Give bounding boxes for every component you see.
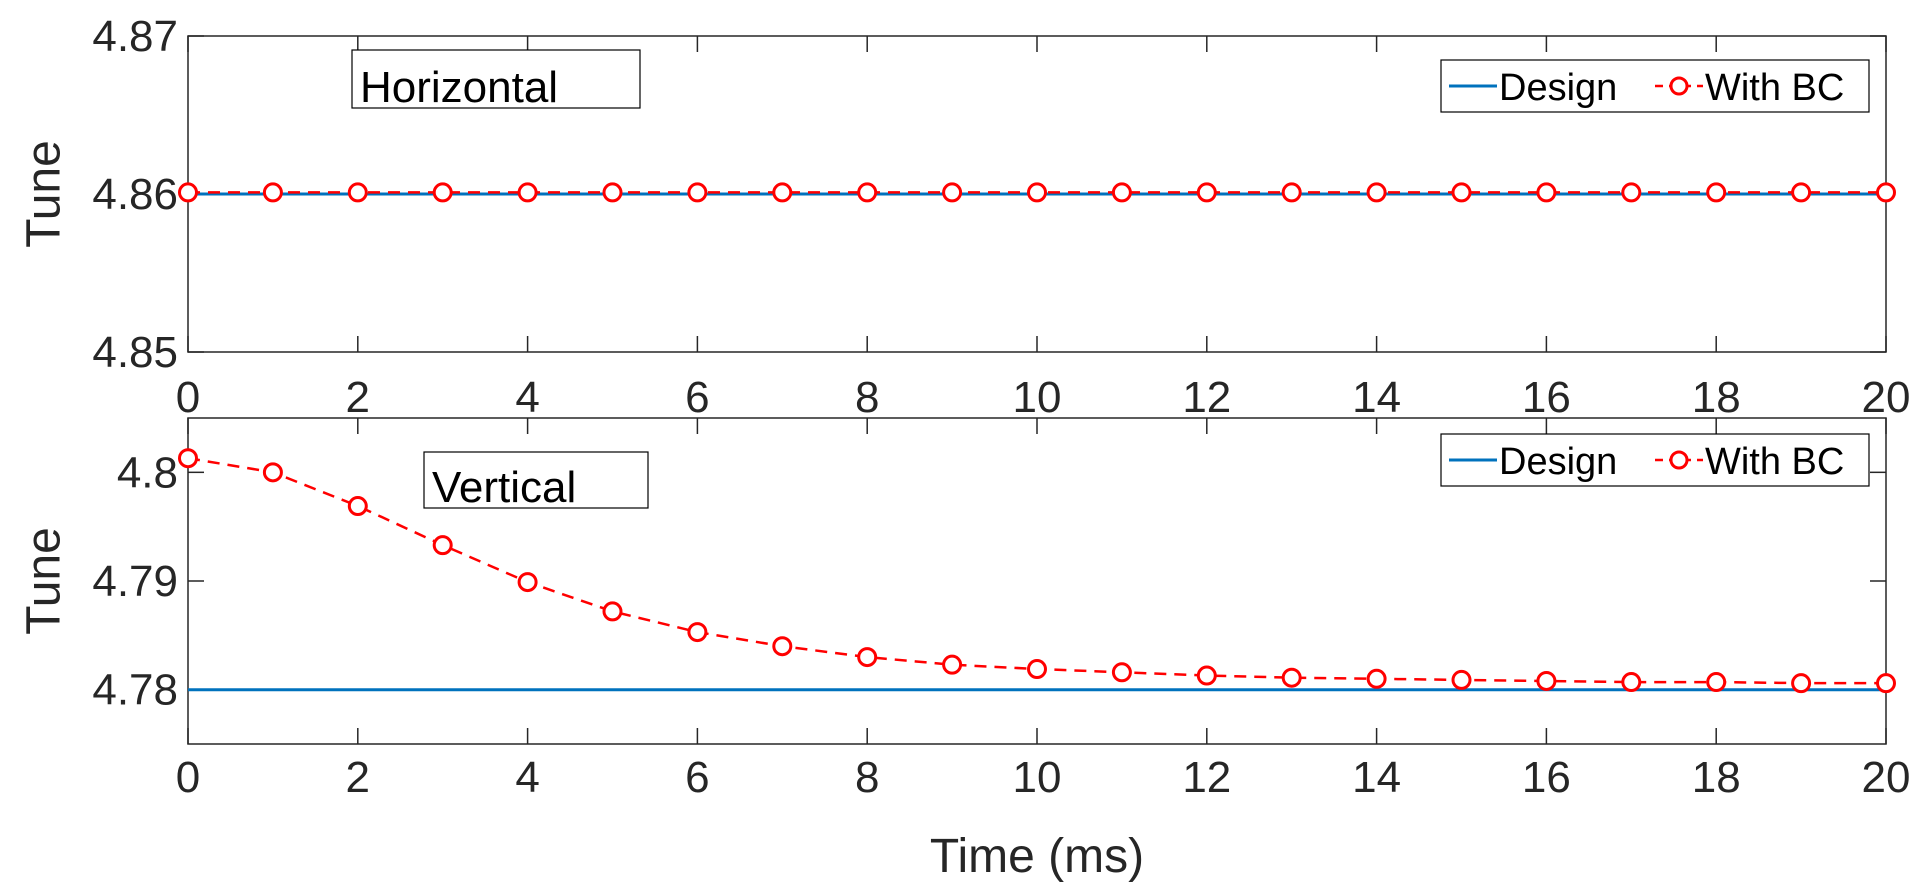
y-axis-label: Tune [18, 140, 71, 248]
data-point-with-bc [178, 182, 198, 203]
horizontal-tune-panel: 0 2 4 6 8 10 12 14 16 18 20 4.85 4.86 4.87 Tune Horizon… [18, 12, 1911, 422]
x-tick-label: 2 [346, 753, 370, 802]
data-point-with-bc [602, 601, 623, 622]
x-tick-label: 10 [1013, 753, 1062, 802]
data-point-with-bc [942, 654, 963, 675]
x-tick-label: 12 [1182, 373, 1231, 422]
y-tick-label: 4.86 [92, 170, 178, 219]
data-point-with-bc [517, 572, 538, 593]
data-point-with-bc [262, 182, 283, 203]
annotation-box [423, 451, 649, 509]
x-axis-label: Time (ms) [930, 830, 1144, 882]
data-point-with-bc [1536, 182, 1557, 203]
y-tick-label: 4.79 [92, 557, 178, 606]
data-point-with-bc [347, 182, 368, 203]
data-point-with-bc [517, 182, 538, 203]
legend-label-design: Design [1499, 441, 1617, 483]
data-point-with-bc [1027, 659, 1047, 680]
data-point-with-bc [1791, 182, 1812, 203]
annotation-text: Horizontal [360, 63, 558, 112]
annotation-box [351, 49, 641, 109]
data-point-with-bc [942, 182, 963, 203]
x-tick-label: 20 [1862, 753, 1911, 802]
data-point-with-bc [687, 182, 708, 203]
data-point-with-bc [857, 647, 878, 668]
data-point-with-bc [1196, 182, 1217, 203]
x-tick-label: 4 [515, 753, 539, 802]
data-point-with-bc [1451, 669, 1472, 690]
data-point-with-bc [1281, 182, 1302, 203]
data-point-with-bc [1876, 673, 1896, 694]
x-tick-label: 18 [1692, 373, 1741, 422]
data-point-with-bc [687, 622, 708, 643]
data-point-with-bc [432, 535, 453, 556]
y-axis-label: Tune [18, 527, 71, 635]
y-tick-label: 4.78 [92, 666, 178, 715]
data-point-with-bc [1876, 182, 1896, 203]
x-tick-label: 6 [685, 373, 709, 422]
data-point-with-bc [1706, 182, 1727, 203]
data-point-with-bc [262, 462, 283, 483]
data-point-with-bc [1027, 182, 1047, 203]
y-tick-label: 4.8 [117, 448, 178, 497]
legend-label-design: Design [1499, 67, 1617, 109]
data-point-with-bc [1366, 668, 1387, 689]
x-tick-label: 16 [1522, 753, 1571, 802]
data-point-with-bc [1451, 182, 1472, 203]
data-point-with-bc [772, 182, 793, 203]
data-point-with-bc [432, 182, 453, 203]
data-point-with-bc [1281, 667, 1302, 688]
data-point-with-bc [1196, 665, 1217, 686]
legend-label-with-bc: With BC [1705, 441, 1844, 483]
x-tick-label: 12 [1182, 753, 1231, 802]
legend-marker-with-bc [1669, 76, 1689, 96]
data-point-with-bc [1536, 670, 1557, 691]
y-tick-label: 4.87 [92, 12, 178, 61]
legend-label-with-bc: With BC [1705, 67, 1844, 109]
data-point-with-bc [1111, 662, 1132, 683]
x-tick-label: 6 [685, 753, 709, 802]
x-tick-label: 2 [346, 373, 370, 422]
data-point-with-bc [347, 496, 368, 517]
x-tick-label: 20 [1862, 373, 1911, 422]
x-tick-label: 18 [1692, 753, 1741, 802]
x-tick-label: 4 [515, 373, 539, 422]
x-tick-label: 14 [1352, 753, 1401, 802]
data-point-with-bc [1706, 672, 1727, 693]
legend-marker-with-bc [1669, 450, 1689, 470]
data-point-with-bc [1366, 182, 1387, 203]
x-tick-label: 8 [855, 373, 879, 422]
data-point-with-bc [1621, 672, 1642, 693]
x-tick-label: 14 [1352, 373, 1401, 422]
data-point-with-bc [602, 182, 623, 203]
data-point-with-bc [178, 448, 198, 469]
x-tick-label: 8 [855, 753, 879, 802]
x-tick-label: 0 [176, 753, 200, 802]
x-tick-label: 10 [1013, 373, 1062, 422]
x-tick-label: 16 [1522, 373, 1571, 422]
data-point-with-bc [1791, 673, 1812, 694]
data-point-with-bc [772, 636, 793, 657]
data-point-with-bc [1111, 182, 1132, 203]
data-point-with-bc [1621, 182, 1642, 203]
vertical-tune-panel: 0 2 4 6 8 10 12 14 16 18 20 4.78 4.79 4.8 Tune Time (ms… [18, 417, 1911, 882]
y-tick-label: 4.85 [92, 328, 178, 377]
data-point-with-bc [857, 182, 878, 203]
annotation-text: Vertical [432, 463, 576, 512]
x-tick-label: 0 [176, 373, 200, 422]
